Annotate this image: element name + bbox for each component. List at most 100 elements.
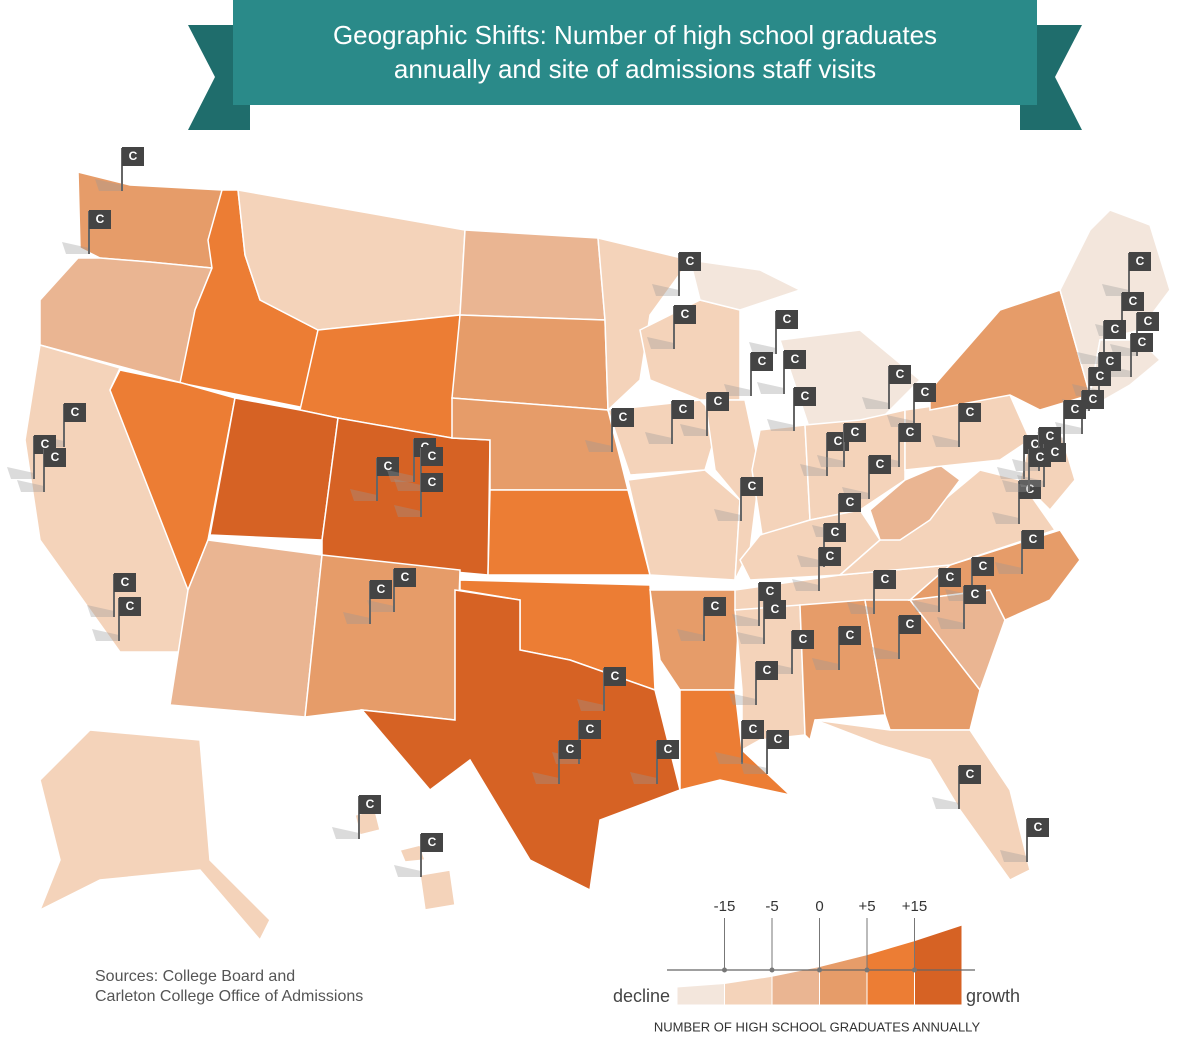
state (679, 689, 793, 797)
flag (869, 455, 891, 474)
flag-label: C (946, 570, 955, 584)
flag (114, 573, 136, 592)
flag-label: C (791, 352, 800, 366)
flag (421, 473, 443, 492)
state (869, 464, 962, 541)
flag-label: C (664, 742, 673, 756)
flag-shadow (1077, 352, 1104, 364)
flag-shadow (343, 612, 370, 624)
flag (679, 252, 701, 271)
flag-shadow (92, 629, 119, 641)
legend-tick-dot (817, 967, 822, 973)
flag-label: C (979, 559, 988, 573)
flag-label: C (1129, 294, 1138, 308)
state (487, 489, 651, 576)
state (169, 539, 323, 718)
flag (1039, 427, 1061, 446)
legend-tick-dot (912, 967, 917, 973)
flag-label: C (714, 394, 723, 408)
legend-tick-label: +5 (858, 898, 875, 915)
flag-shadow (862, 397, 889, 409)
flag (767, 730, 789, 749)
legend-swatch (866, 940, 915, 1006)
flag (776, 310, 798, 329)
flag-shadow (724, 384, 751, 396)
flag (794, 387, 816, 406)
flag-label: C (51, 450, 60, 464)
flag-shadow (394, 865, 421, 877)
flag (824, 523, 846, 542)
flag-shadow (749, 342, 776, 354)
flag-shadow (652, 284, 679, 296)
flag-label: C (428, 835, 437, 849)
flag (44, 448, 66, 467)
flag (756, 661, 778, 680)
flag-shadow (932, 797, 959, 809)
flag-label: C (428, 449, 437, 463)
flag-shadow (1000, 850, 1027, 862)
legend-tick-label: +15 (902, 898, 927, 915)
flag-label: C (766, 584, 775, 598)
flag-shadow (912, 600, 939, 612)
legend-tick-dot (769, 967, 775, 973)
flag-label: C (1046, 429, 1055, 443)
flag-label: C (619, 410, 628, 424)
legend: -15 -5 0 +5 +15 decline growth NUMBER OF HIGH S… (613, 898, 1020, 1034)
flag (742, 720, 764, 739)
flag (1099, 352, 1121, 371)
flag-shadow (992, 512, 1019, 524)
flag-shadow (800, 464, 827, 476)
flag (839, 626, 861, 645)
flag (914, 383, 936, 402)
flag-shadow (367, 600, 394, 612)
title-banner (233, 0, 1037, 105)
flag-label: C (758, 354, 767, 368)
flag (707, 392, 729, 411)
flag (751, 352, 773, 371)
flag-label: C (1096, 369, 1105, 383)
flag-shadow (62, 242, 89, 254)
flag (89, 210, 111, 229)
legend-swatch (819, 953, 868, 1006)
flag (899, 423, 921, 442)
flag (1104, 320, 1126, 339)
flag (1027, 818, 1049, 837)
flag-label: C (1138, 335, 1147, 349)
flag-label: C (428, 475, 437, 489)
flag (959, 403, 981, 422)
flag-label: C (41, 437, 50, 451)
flag-label: C (586, 722, 595, 736)
flag (1122, 292, 1144, 311)
flag (359, 795, 381, 814)
state (451, 314, 609, 411)
flag (119, 597, 141, 616)
flag-shadow (645, 432, 672, 444)
flag (657, 740, 679, 759)
flag-label: C (1136, 254, 1145, 268)
flag-shadow (995, 562, 1022, 574)
title: annually and site of admissions staff vi… (394, 54, 876, 84)
flag-shadow (680, 424, 707, 436)
flag-label: C (1111, 322, 1120, 336)
legend-tick-label: -15 (714, 898, 736, 915)
flag-label: C (748, 479, 757, 493)
flag-shadow (394, 479, 421, 491)
flag-shadow (797, 555, 824, 567)
flag-label: C (896, 367, 905, 381)
flag-shadow (997, 467, 1024, 479)
legend-tick-dot (722, 967, 727, 973)
flag (964, 585, 986, 604)
flag-label: C (1029, 532, 1038, 546)
legend-high-label: growth (966, 986, 1020, 1006)
state (814, 719, 1031, 881)
flag-shadow (729, 693, 756, 705)
flag-label: C (846, 628, 855, 642)
legend-swatch (724, 975, 773, 1006)
legend-tick-dot (864, 967, 870, 973)
flag-label: C (686, 254, 695, 268)
flag-label: C (71, 405, 80, 419)
flag-shadow (585, 440, 612, 452)
flag-shadow (647, 337, 674, 349)
flag (889, 365, 911, 384)
